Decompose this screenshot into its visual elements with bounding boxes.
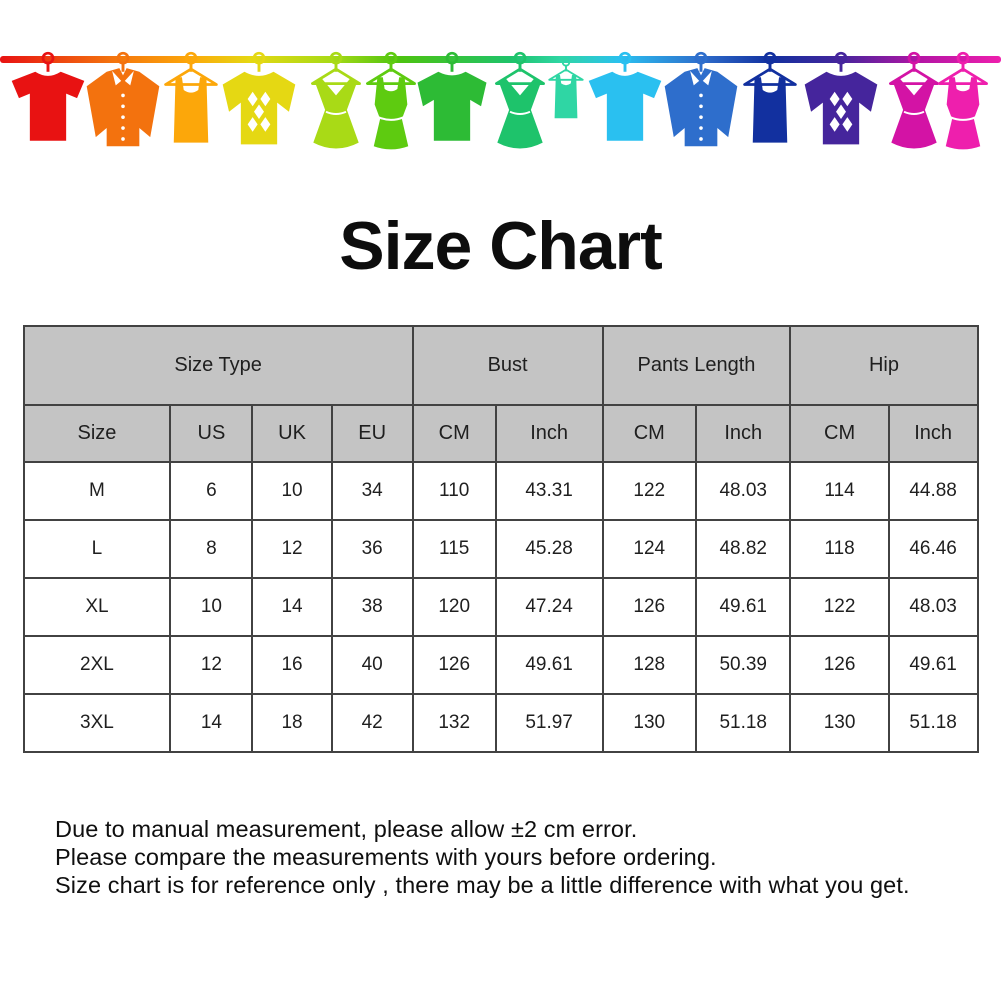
table-row: M 6 10 34 110 43.31 122 48.03 114 44.88 bbox=[22, 461, 979, 521]
column-header-cell: CM bbox=[411, 404, 497, 463]
value-cell: 110 bbox=[411, 461, 497, 521]
value-cell: 36 bbox=[330, 519, 414, 579]
value-cell: 51.18 bbox=[694, 693, 792, 753]
size-cell: L bbox=[22, 519, 172, 579]
value-cell: 122 bbox=[789, 577, 890, 637]
value-cell: 122 bbox=[601, 461, 698, 521]
column-header-cell: EU bbox=[330, 404, 414, 463]
value-cell: 130 bbox=[789, 693, 890, 753]
clothesline-banner bbox=[0, 0, 1001, 172]
value-cell: 128 bbox=[601, 635, 698, 695]
table-row: 3XL 14 18 42 132 51.97 130 51.18 130 51.18 bbox=[22, 693, 979, 753]
value-cell: 114 bbox=[789, 461, 890, 521]
table-row: 2XL 12 16 40 126 49.61 128 50.39 126 49.61 bbox=[22, 635, 979, 695]
value-cell: 34 bbox=[330, 461, 414, 521]
note-line: Please compare the measurements with you… bbox=[55, 844, 717, 870]
value-cell: 49.61 bbox=[694, 577, 792, 637]
column-header-cell: CM bbox=[601, 404, 698, 463]
value-cell: 46.46 bbox=[887, 519, 979, 579]
value-cell: 120 bbox=[411, 577, 497, 637]
size-cell: 3XL bbox=[22, 693, 172, 753]
value-cell: 51.18 bbox=[887, 693, 979, 753]
value-cell: 14 bbox=[169, 693, 254, 753]
group-header-cell: Hip bbox=[789, 325, 979, 406]
note-line: Size chart is for reference only , there… bbox=[55, 872, 910, 898]
value-cell: 48.03 bbox=[887, 577, 979, 637]
column-header-cell: UK bbox=[251, 404, 333, 463]
page-title: Size Chart bbox=[339, 208, 663, 284]
group-header-row: Size Type Bust Pants Length Hip bbox=[22, 325, 979, 406]
value-cell: 16 bbox=[251, 635, 333, 695]
value-cell: 126 bbox=[601, 577, 698, 637]
value-cell: 118 bbox=[789, 519, 890, 579]
value-cell: 40 bbox=[330, 635, 414, 695]
value-cell: 10 bbox=[169, 577, 254, 637]
value-cell: 49.61 bbox=[887, 635, 979, 695]
value-cell: 6 bbox=[169, 461, 254, 521]
value-cell: 45.28 bbox=[494, 519, 604, 579]
column-header-row: Size US UK EU CM Inch CM Inch CM Inch bbox=[22, 404, 979, 463]
value-cell: 126 bbox=[789, 635, 890, 695]
value-cell: 44.88 bbox=[887, 461, 979, 521]
value-cell: 12 bbox=[251, 519, 333, 579]
column-header-cell: CM bbox=[789, 404, 890, 463]
group-header-cell: Pants Length bbox=[601, 325, 792, 406]
value-cell: 132 bbox=[411, 693, 497, 753]
column-header-cell: Inch bbox=[887, 404, 979, 463]
value-cell: 42 bbox=[330, 693, 414, 753]
value-cell: 43.31 bbox=[494, 461, 604, 521]
measurement-notes: Due to manual measurement, please allow … bbox=[55, 815, 1001, 899]
value-cell: 49.61 bbox=[494, 635, 604, 695]
value-cell: 10 bbox=[251, 461, 333, 521]
value-cell: 38 bbox=[330, 577, 414, 637]
column-header-cell: Size bbox=[22, 404, 172, 463]
value-cell: 47.24 bbox=[494, 577, 604, 637]
value-cell: 8 bbox=[169, 519, 254, 579]
table-row: L 8 12 36 115 45.28 124 48.82 118 46.46 bbox=[22, 519, 979, 579]
group-header-cell: Size Type bbox=[22, 325, 414, 406]
group-header-cell: Bust bbox=[411, 325, 604, 406]
size-cell: M bbox=[22, 461, 172, 521]
value-cell: 12 bbox=[169, 635, 254, 695]
size-table-header: Size Type Bust Pants Length Hip Size US UK EU C… bbox=[22, 325, 979, 463]
column-header-cell: Inch bbox=[694, 404, 792, 463]
value-cell: 50.39 bbox=[694, 635, 792, 695]
value-cell: 48.03 bbox=[694, 461, 792, 521]
pink-tank-dress-icon bbox=[917, 50, 1001, 168]
clothesline-rope bbox=[0, 56, 1001, 63]
value-cell: 115 bbox=[411, 519, 497, 579]
value-cell: 48.82 bbox=[694, 519, 792, 579]
table-row: XL 10 14 38 120 47.24 126 49.61 122 48.03 bbox=[22, 577, 979, 637]
size-table-body: M 6 10 34 110 43.31 122 48.03 114 44.88 L 8 12 36 115 4… bbox=[22, 461, 979, 753]
size-cell: 2XL bbox=[22, 635, 172, 695]
value-cell: 124 bbox=[601, 519, 698, 579]
column-header-cell: Inch bbox=[494, 404, 604, 463]
size-table: Size Type Bust Pants Length Hip Size US UK EU C… bbox=[22, 325, 979, 753]
size-cell: XL bbox=[22, 577, 172, 637]
column-header-cell: US bbox=[169, 404, 254, 463]
value-cell: 18 bbox=[251, 693, 333, 753]
value-cell: 126 bbox=[411, 635, 497, 695]
value-cell: 130 bbox=[601, 693, 698, 753]
value-cell: 14 bbox=[251, 577, 333, 637]
value-cell: 51.97 bbox=[494, 693, 604, 753]
note-line: Due to manual measurement, please allow … bbox=[55, 816, 638, 842]
